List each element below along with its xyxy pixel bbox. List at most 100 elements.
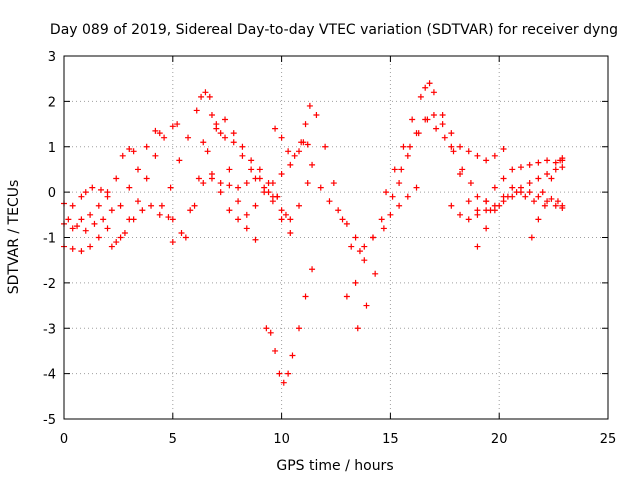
data-point [541, 202, 548, 209]
data-point [306, 102, 313, 109]
data-point [182, 234, 189, 241]
data-point [363, 302, 370, 309]
data-point [430, 89, 437, 96]
data-point [198, 93, 205, 100]
data-point [396, 202, 403, 209]
series-16 [383, 80, 507, 196]
data-point [272, 347, 279, 354]
data-point [204, 148, 211, 155]
data-point [339, 216, 346, 223]
data-point [169, 216, 176, 223]
series-2 [61, 184, 111, 209]
data-point [467, 180, 474, 187]
data-point [152, 152, 159, 159]
data-point [322, 143, 329, 150]
data-point [483, 198, 490, 205]
data-point [509, 166, 516, 173]
data-point [130, 148, 137, 155]
y-tick-label: 0 [48, 186, 56, 201]
data-point [87, 243, 94, 250]
data-point [474, 193, 481, 200]
data-point [143, 175, 150, 182]
data-point [174, 121, 181, 128]
data-point [278, 170, 285, 177]
data-point [526, 189, 533, 196]
data-point [191, 202, 198, 209]
data-point [552, 202, 559, 209]
data-point [74, 223, 81, 230]
data-point [559, 205, 566, 212]
data-point [108, 243, 115, 250]
data-point [261, 189, 268, 196]
series-3 [61, 146, 137, 232]
data-point [300, 139, 307, 146]
y-tick-label: 3 [48, 50, 56, 65]
data-point [263, 325, 270, 332]
data-point [226, 182, 233, 189]
data-point [200, 180, 207, 187]
data-point [282, 211, 289, 218]
data-point [539, 189, 546, 196]
data-point [117, 234, 124, 241]
data-point [287, 229, 294, 236]
data-point [330, 180, 337, 187]
data-point [248, 166, 255, 173]
data-point [513, 189, 520, 196]
data-point [78, 193, 85, 200]
data-point [544, 198, 551, 205]
data-point [169, 123, 176, 130]
series-10 [208, 170, 311, 223]
data-point [559, 164, 566, 171]
data-point [178, 229, 185, 236]
data-point [226, 166, 233, 173]
data-point [69, 202, 76, 209]
data-point [433, 125, 440, 132]
series-8 [182, 175, 294, 241]
data-point [213, 125, 220, 132]
data-point [187, 207, 194, 214]
series-6 [158, 89, 281, 209]
data-point [450, 148, 457, 155]
y-tick-label: -5 [43, 413, 56, 428]
data-point [404, 193, 411, 200]
data-point [356, 248, 363, 255]
data-point [176, 157, 183, 164]
series-7 [169, 116, 289, 246]
data-point [143, 143, 150, 150]
data-point [104, 225, 111, 232]
y-tick-label: -1 [43, 232, 56, 247]
series-1 [61, 202, 176, 255]
data-point [354, 325, 361, 332]
data-point [552, 166, 559, 173]
data-point [491, 184, 498, 191]
data-point [526, 180, 533, 187]
data-point [317, 184, 324, 191]
data-point [200, 139, 207, 146]
data-point [193, 107, 200, 114]
data-point [126, 216, 133, 223]
series-9 [200, 111, 259, 243]
data-point [222, 134, 229, 141]
data-point [474, 152, 481, 159]
data-point [272, 125, 279, 132]
data-point [389, 193, 396, 200]
data-point [152, 127, 159, 134]
data-point [104, 193, 111, 200]
data-point [398, 166, 405, 173]
x-tick-label: 10 [273, 432, 290, 447]
data-point [441, 134, 448, 141]
data-point [91, 220, 98, 227]
data-point [239, 143, 246, 150]
data-point [78, 248, 85, 255]
data-point [296, 202, 303, 209]
data-point [95, 234, 102, 241]
data-point [296, 325, 303, 332]
data-point [230, 130, 237, 137]
data-point [126, 184, 133, 191]
data-point [97, 186, 104, 193]
data-point [422, 84, 429, 91]
data-point [522, 193, 529, 200]
data-point [548, 175, 555, 182]
series-4 [65, 127, 163, 234]
